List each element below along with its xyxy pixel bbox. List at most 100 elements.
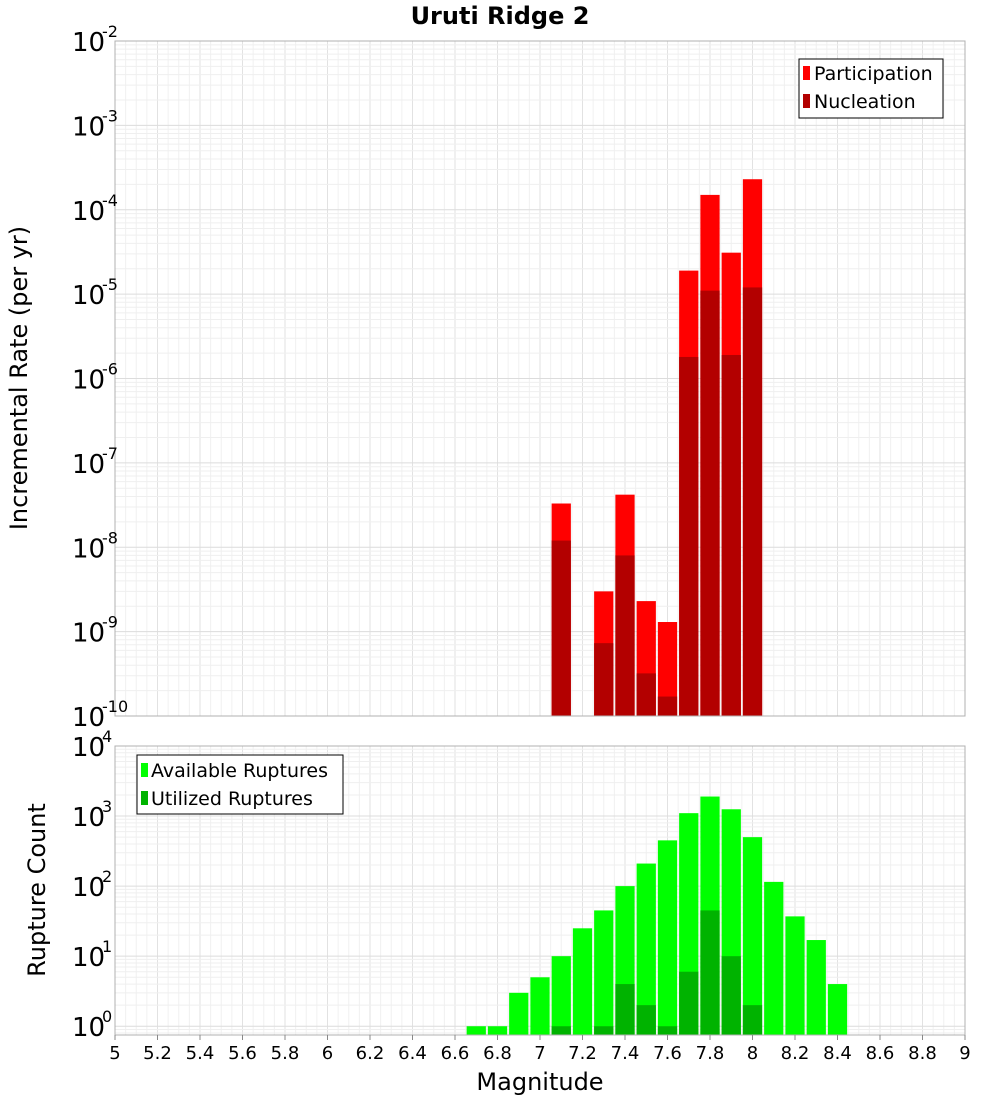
- count-bar-a: [636, 863, 656, 1035]
- rate-bar-b: [657, 696, 678, 716]
- count-bar-b: [742, 1005, 763, 1035]
- rate-y-tick-label: 10: [72, 534, 105, 564]
- participation-legend-label: Participation: [814, 63, 933, 85]
- rate-y-tick-exponent: -7: [102, 444, 118, 463]
- nucleation-legend-label: Nucleation: [814, 91, 916, 113]
- x-tick-label: 8.2: [781, 1043, 810, 1064]
- x-tick-label: 7.4: [611, 1043, 640, 1064]
- rate-y-tick-exponent: -4: [102, 191, 118, 210]
- rate-y-tick-exponent: -9: [102, 613, 118, 632]
- count-y-tick-exponent: 2: [102, 867, 112, 886]
- count-bar-b: [615, 984, 635, 1035]
- count-bar-a: [594, 910, 614, 1035]
- count-y-tick-exponent: 4: [102, 727, 112, 746]
- count-bar-a: [785, 916, 805, 1035]
- count-bar-a: [657, 840, 678, 1035]
- rate-y-tick-exponent: -2: [102, 22, 118, 41]
- x-tick-label: 5.4: [186, 1043, 215, 1064]
- x-tick-label: 8.4: [823, 1043, 852, 1064]
- rate-legend: Participation Nucleation: [798, 58, 944, 119]
- rate-y-tick-label: 10: [72, 619, 105, 649]
- rate-y-tick-label: 10: [72, 703, 105, 733]
- count-y-tick-label: 10: [72, 943, 105, 973]
- count-bar-b: [721, 956, 741, 1035]
- rate-y-tick-label: 10: [72, 197, 105, 227]
- rate-plot-border: [114, 40, 966, 717]
- x-tick-label: 7.6: [653, 1043, 682, 1064]
- rate-bar-a: [657, 622, 678, 716]
- rate-bar-b: [615, 555, 635, 716]
- count-bar-b: [594, 1026, 614, 1035]
- count-bar-b: [551, 1026, 571, 1035]
- x-tick-label: 8.8: [908, 1043, 937, 1064]
- x-tick-label: 5.2: [143, 1043, 172, 1064]
- x-tick-label: 6.6: [441, 1043, 470, 1064]
- rate-y-tick-label: 10: [72, 281, 105, 311]
- rate-bar-b: [700, 290, 720, 716]
- count-bar-a: [466, 1026, 486, 1035]
- count-bar-a: [509, 992, 529, 1035]
- count-bar-a: [551, 956, 571, 1035]
- utilized-legend-swatch: [141, 791, 148, 805]
- x-tick-labels: 5 5.2 5.4 5.6 5.8 6 6.2 6.4 6.6 6.8 7 7.2 7.4 7.6 7.8 8…: [109, 1035, 971, 1064]
- count-bar-a: [487, 1026, 508, 1035]
- count-bar-b: [679, 971, 699, 1035]
- rate-bar-b: [721, 354, 741, 716]
- count-y-tick-label: 10: [72, 873, 105, 903]
- participation-legend-swatch: [803, 66, 810, 80]
- count-y-tick-label: 10: [72, 733, 105, 763]
- rate-y-tick-exponent: -6: [102, 360, 118, 379]
- x-tick-label: 8.6: [866, 1043, 895, 1064]
- rate-bar-b: [636, 673, 656, 716]
- rate-bar-b: [679, 356, 699, 716]
- x-tick-label: 5.6: [228, 1043, 257, 1064]
- count-bar-b: [700, 910, 720, 1035]
- rate-legend-box: [798, 58, 944, 119]
- x-tick-label: 7.8: [696, 1043, 725, 1064]
- x-tick-label: 6: [322, 1043, 333, 1064]
- count-bar-b: [657, 1026, 678, 1035]
- count-legend-box: [136, 754, 344, 815]
- count-y-tick-label: 10: [72, 1013, 105, 1043]
- count-y-axis-label: Rupture Count: [23, 803, 51, 977]
- rate-y-tick-exponent: -5: [102, 275, 118, 294]
- x-tick-label: 6.4: [398, 1043, 427, 1064]
- count-bar-a: [827, 984, 848, 1035]
- x-axis-label: Magnitude: [476, 1068, 603, 1096]
- x-tick-label: 6.8: [483, 1043, 512, 1064]
- count-y-tick-exponent: 3: [102, 797, 112, 816]
- count-bar-a: [806, 940, 826, 1035]
- rate-bar-b: [551, 540, 571, 716]
- rate-bar-b: [742, 287, 763, 716]
- nucleation-legend-swatch: [803, 94, 810, 108]
- count-y-tick-exponent: 1: [102, 937, 112, 956]
- x-tick-label: 8: [747, 1043, 758, 1064]
- rate-y-tick-exponent: -10: [102, 697, 128, 716]
- rate-bars: [551, 179, 763, 716]
- chart-title: Uruti Ridge 2: [411, 2, 590, 30]
- available-legend-label: Available Ruptures: [151, 760, 328, 782]
- x-tick-label: 6.2: [356, 1043, 385, 1064]
- count-bars: [466, 796, 848, 1035]
- count-bar-a: [530, 977, 550, 1035]
- rate-gridlines: [114, 40, 966, 717]
- count-bar-b: [636, 1005, 656, 1035]
- count-bar-a: [572, 928, 593, 1035]
- count-bar-a: [742, 837, 763, 1035]
- x-tick-label: 5.8: [271, 1043, 300, 1064]
- rate-y-tick-label: 10: [72, 28, 105, 58]
- utilized-legend-label: Utilized Ruptures: [151, 788, 313, 810]
- rate-y-tick-exponent: -8: [102, 528, 118, 547]
- rate-y-tick-label: 10: [72, 366, 105, 396]
- count-y-tick-exponent: 0: [102, 1007, 112, 1026]
- x-tick-label: 9: [959, 1043, 970, 1064]
- count-y-tick-label: 10: [72, 803, 105, 833]
- available-legend-swatch: [141, 763, 148, 777]
- rate-y-tick-label: 10: [72, 112, 105, 142]
- x-tick-label: 7.2: [568, 1043, 597, 1064]
